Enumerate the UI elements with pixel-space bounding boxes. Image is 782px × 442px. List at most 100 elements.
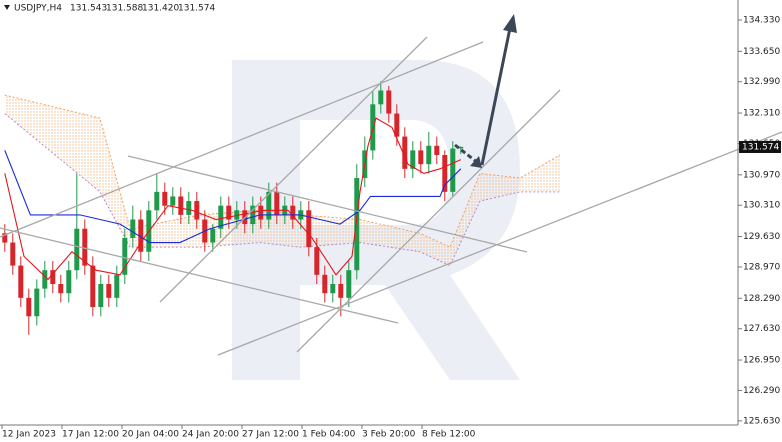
candle-body bbox=[322, 274, 328, 294]
candle-body bbox=[122, 237, 128, 275]
y-tick-label: 134.330 bbox=[743, 15, 780, 25]
forecast-arrow bbox=[454, 14, 517, 168]
candle-body bbox=[18, 265, 24, 298]
candle-body bbox=[170, 196, 176, 206]
arrow-head bbox=[503, 14, 517, 33]
candle-body bbox=[386, 90, 392, 114]
trend-line bbox=[127, 155, 528, 253]
candle-body bbox=[130, 219, 136, 238]
y-tick-label: 132.990 bbox=[743, 77, 780, 87]
candle-body bbox=[66, 270, 72, 294]
candle-body bbox=[354, 178, 360, 271]
candle-body bbox=[274, 191, 280, 215]
trend-lines bbox=[0, 36, 782, 356]
header-open: 131.543 bbox=[70, 4, 107, 14]
candle-body bbox=[2, 233, 8, 243]
x-tick-label: 27 Jan 12:00 bbox=[242, 430, 299, 440]
candle-body bbox=[74, 228, 80, 271]
cloud-span-b bbox=[4, 113, 560, 267]
y-tick-label: 126.950 bbox=[743, 356, 780, 366]
candle-body bbox=[338, 284, 344, 298]
watermark bbox=[232, 60, 520, 380]
candle-body bbox=[330, 284, 336, 294]
indicator-line bbox=[4, 117, 462, 281]
candle-body bbox=[442, 154, 448, 192]
current-price-label: 131.574 bbox=[742, 142, 779, 152]
candle-body bbox=[178, 196, 184, 215]
trend-line bbox=[296, 89, 561, 353]
candle-body bbox=[346, 270, 352, 298]
arrow-line bbox=[480, 27, 512, 166]
candle-body bbox=[306, 210, 312, 248]
y-tick-label: 132.310 bbox=[743, 109, 780, 119]
candle-body bbox=[226, 205, 232, 220]
x-tick-label: 8 Feb 12:00 bbox=[422, 430, 476, 440]
y-tick-label: 126.290 bbox=[743, 386, 780, 396]
y-tick-label: 127.630 bbox=[743, 324, 780, 334]
y-tick-label: 128.970 bbox=[743, 262, 780, 272]
x-tick-label: 24 Jan 20:00 bbox=[182, 430, 239, 440]
candle-body bbox=[290, 205, 296, 220]
trend-line bbox=[217, 131, 782, 356]
candle-body bbox=[34, 288, 40, 317]
cloud bbox=[4, 94, 561, 267]
y-tick-label: 130.310 bbox=[743, 201, 780, 211]
candle-body bbox=[450, 148, 456, 192]
cloud-span-a bbox=[4, 94, 561, 248]
candle-body bbox=[26, 297, 32, 317]
indicator-line bbox=[4, 150, 462, 244]
candle-body bbox=[378, 90, 384, 105]
candle-body bbox=[426, 145, 432, 165]
header-close: 131.574 bbox=[178, 4, 215, 14]
current-price-box bbox=[739, 140, 781, 153]
candle-body bbox=[234, 210, 240, 220]
candle-body bbox=[410, 150, 416, 169]
candle-body bbox=[394, 113, 400, 137]
candle-body bbox=[402, 136, 408, 169]
candle-body bbox=[42, 270, 48, 289]
candle-body bbox=[266, 191, 272, 220]
candle-body bbox=[258, 205, 264, 220]
candle-body bbox=[418, 150, 424, 165]
candle-body bbox=[10, 242, 16, 266]
candle-body bbox=[58, 284, 64, 294]
candle-body bbox=[106, 284, 112, 298]
y-tick-label: 128.290 bbox=[743, 294, 780, 304]
axes: 134.330133.650132.990132.310131.650130.9… bbox=[1, 15, 781, 440]
candle-body bbox=[50, 270, 56, 285]
candle-body bbox=[458, 146, 464, 149]
candle-body bbox=[194, 201, 200, 220]
arrow-head bbox=[470, 156, 482, 168]
candle-body bbox=[210, 228, 216, 243]
header-triangle bbox=[4, 5, 10, 10]
header-high: 131.588 bbox=[106, 4, 143, 14]
candle-body bbox=[434, 145, 440, 155]
cloud-fill bbox=[4, 95, 561, 266]
y-tick-label: 129.630 bbox=[743, 232, 780, 242]
x-tick-label: 20 Jan 04:00 bbox=[122, 430, 179, 440]
arrow-dashed bbox=[454, 143, 479, 165]
candle-body bbox=[250, 205, 256, 225]
candle-body bbox=[82, 228, 88, 266]
indicator-lines bbox=[4, 117, 462, 281]
candle-body bbox=[154, 191, 160, 211]
trend-line bbox=[0, 41, 484, 238]
x-tick-label: 12 Jan 2023 bbox=[2, 430, 56, 440]
candle-body bbox=[114, 274, 120, 298]
y-tick-label: 125.630 bbox=[743, 416, 780, 426]
candle-body bbox=[90, 265, 96, 308]
candle-body bbox=[218, 205, 224, 229]
x-tick-label: 1 Feb 04:00 bbox=[302, 430, 356, 440]
candle-body bbox=[314, 247, 320, 275]
x-tick-label: 3 Feb 20:00 bbox=[362, 430, 416, 440]
x-tick-label: 17 Jan 12:00 bbox=[62, 430, 119, 440]
candle-body bbox=[162, 191, 168, 206]
candle-body bbox=[98, 284, 104, 308]
header-low: 131.420 bbox=[142, 4, 179, 14]
trend-line bbox=[0, 227, 399, 324]
candle-body bbox=[186, 201, 192, 215]
trend-line bbox=[159, 36, 428, 303]
header-symbol: USDJPY,H4 bbox=[14, 4, 62, 14]
